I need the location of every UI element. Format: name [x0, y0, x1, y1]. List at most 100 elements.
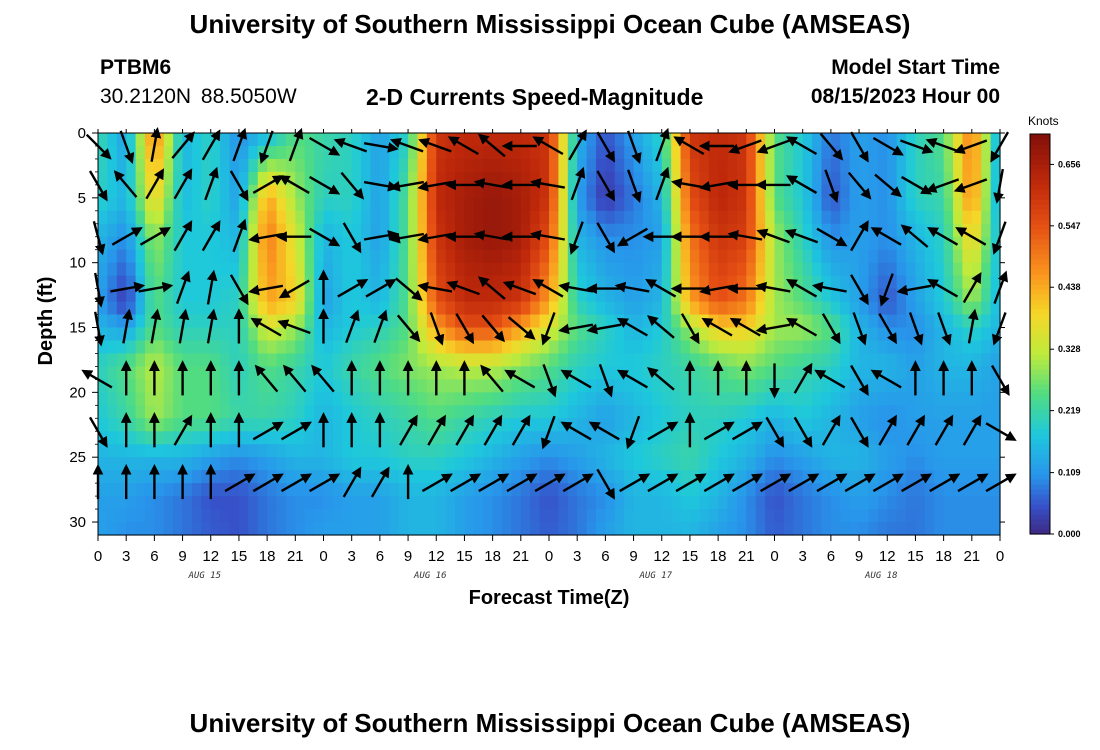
heatmap-cell: [502, 392, 513, 406]
heatmap-cell: [201, 158, 212, 173]
x-tick-label: 15: [682, 548, 699, 565]
heatmap-cell: [426, 314, 437, 329]
heatmap-cell: [614, 431, 625, 445]
heatmap-cell: [558, 327, 569, 342]
heatmap-cell: [896, 353, 907, 368]
current-vector-arrow: [619, 473, 651, 493]
heatmap-cell: [473, 249, 484, 264]
heatmap-cell: [718, 171, 729, 186]
heatmap-cell: [257, 392, 268, 406]
current-vector-arrow: [252, 421, 284, 441]
heatmap-cell: [267, 301, 278, 316]
heatmap-cell: [182, 470, 193, 484]
heatmap-cell: [210, 457, 221, 471]
heatmap-cell: [276, 379, 287, 393]
heatmap-cell: [201, 275, 212, 290]
heatmap-cell: [276, 262, 287, 277]
heatmap-cell: [389, 522, 400, 536]
colorbar-segment: [1030, 514, 1050, 520]
heatmap-cell: [173, 197, 184, 212]
heatmap-cell: [220, 184, 231, 199]
heatmap-cell: [502, 223, 513, 238]
heatmap-cell: [934, 470, 945, 484]
heatmap-cell: [577, 158, 588, 173]
heatmap-cell: [520, 366, 531, 380]
heatmap-cell: [802, 301, 813, 316]
heatmap-cell: [652, 470, 663, 484]
current-vector-arrow: [647, 315, 675, 339]
heatmap-cell: [154, 314, 165, 329]
heatmap-cell: [830, 288, 841, 303]
heatmap-cell: [342, 366, 353, 380]
current-vector-arrow: [906, 414, 926, 446]
heatmap-cell: [107, 223, 118, 238]
heatmap-cell: [332, 340, 343, 355]
heatmap-cell: [98, 483, 108, 497]
heatmap-cell: [379, 379, 390, 393]
heatmap-cell: [934, 301, 945, 316]
heatmap-cell: [840, 405, 851, 419]
heatmap-cell: [342, 496, 353, 510]
heatmap-cell: [661, 405, 672, 419]
heatmap-cell: [276, 236, 287, 251]
heatmap-cell: [962, 249, 973, 264]
heatmap-cell: [144, 210, 155, 225]
chart-subtitle: 2-D Currents Speed-Magnitude: [366, 84, 704, 110]
heatmap-cell: [934, 366, 945, 380]
heatmap-cell: [990, 353, 1001, 368]
heatmap-cell: [107, 496, 118, 510]
heatmap-cell: [539, 314, 550, 329]
heatmap-cell: [652, 353, 663, 368]
heatmap-cell: [567, 418, 578, 432]
heatmap-cell: [323, 275, 334, 290]
heatmap-cell: [182, 301, 193, 316]
heatmap-cell: [502, 262, 513, 277]
heatmap-cell: [633, 509, 644, 523]
heatmap-cell: [990, 457, 1001, 471]
heatmap-cell: [511, 392, 522, 406]
heatmap-cell: [426, 340, 437, 355]
heatmap-cell: [953, 210, 964, 225]
heatmap-cell: [783, 366, 794, 380]
heatmap-cell: [379, 405, 390, 419]
heatmap-cell: [267, 184, 278, 199]
heatmap-cell: [849, 327, 860, 342]
heatmap-cell: [191, 470, 202, 484]
heatmap-cell: [351, 444, 362, 458]
heatmap-cell: [492, 522, 503, 536]
heatmap-cell: [314, 327, 325, 342]
current-vector-arrow: [614, 281, 650, 293]
heatmap-cell: [765, 483, 776, 497]
heatmap-cell: [755, 288, 766, 303]
current-vector-arrow: [229, 274, 249, 306]
heatmap-cell: [549, 444, 559, 458]
colorbar-segment: [1030, 474, 1050, 480]
heatmap-cell: [727, 275, 738, 290]
heatmap-cell: [915, 483, 926, 497]
heatmap-cell: [577, 483, 588, 497]
heatmap-cell: [689, 392, 700, 406]
heatmap-cell: [727, 366, 738, 380]
heatmap-cell: [163, 379, 174, 393]
heatmap-cell: [990, 431, 1001, 445]
heatmap-cell: [567, 509, 578, 523]
heatmap-cell: [849, 145, 860, 160]
heatmap-cell: [689, 171, 700, 186]
heatmap-cell: [887, 392, 898, 406]
heatmap-cell: [445, 509, 456, 523]
heatmap-cell: [398, 275, 409, 290]
heatmap-cell: [652, 405, 663, 419]
heatmap-cell: [473, 275, 484, 290]
heatmap-cell: [483, 327, 494, 342]
heatmap-cell: [802, 483, 813, 497]
current-vector-arrow: [373, 309, 388, 344]
heatmap-cell: [718, 392, 729, 406]
heatmap-cell: [229, 145, 240, 160]
heatmap-cell: [163, 197, 174, 212]
heatmap-cell: [868, 197, 879, 212]
heatmap-cell: [746, 392, 757, 406]
heatmap-cell: [332, 275, 343, 290]
heatmap-cell: [295, 457, 306, 471]
heatmap-cell: [144, 275, 155, 290]
heatmap-cell: [126, 392, 137, 406]
